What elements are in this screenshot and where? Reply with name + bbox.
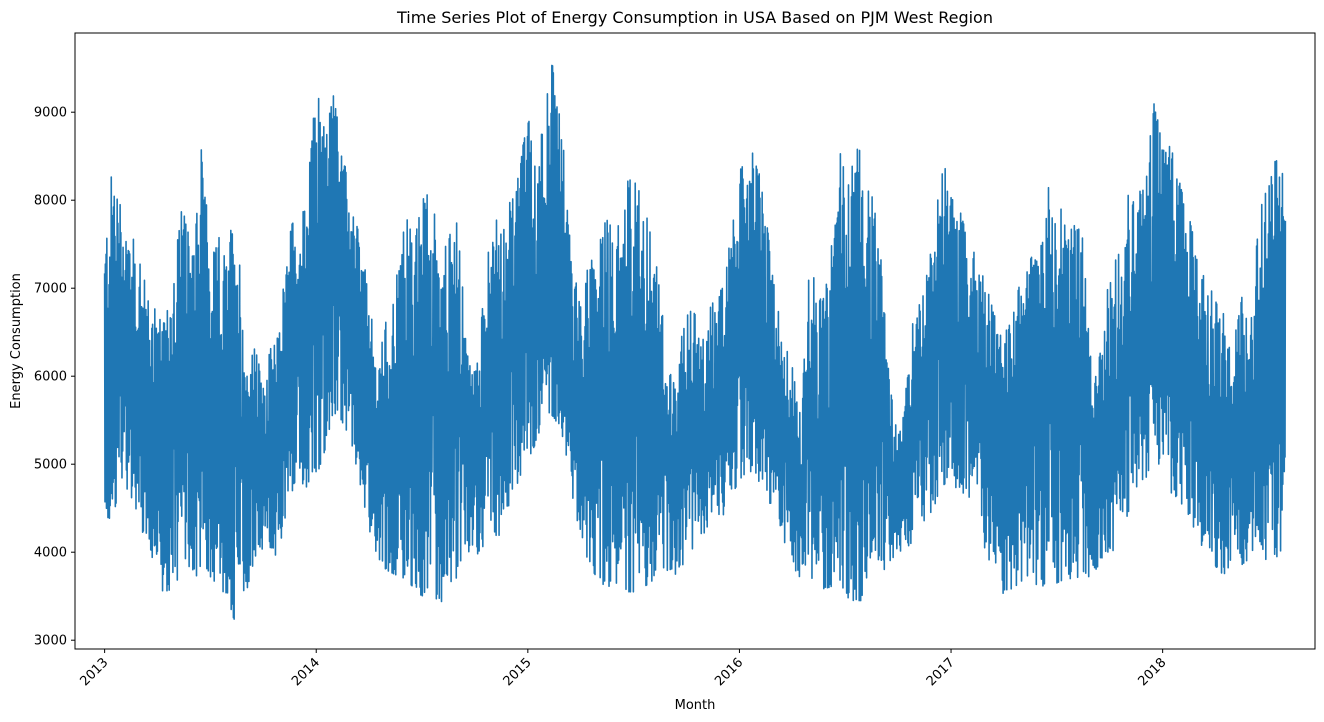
- series-layer: [103, 64, 1287, 620]
- y-tick-label: 7000: [34, 282, 67, 297]
- y-tick-label: 5000: [34, 458, 67, 473]
- y-tick-label: 8000: [34, 194, 67, 209]
- plot-frame: [74, 32, 1316, 650]
- energy-consumption-line: [103, 64, 1287, 620]
- y-tick-label: 9000: [34, 106, 67, 121]
- y-tick-label: 3000: [34, 634, 67, 649]
- y-axis: 3000 4000 5000 6000 7000 8000 9000: [34, 106, 75, 649]
- y-tick-label: 6000: [34, 370, 67, 385]
- y-axis-label: Energy Consumption: [9, 273, 24, 409]
- y-tick-label: 4000: [34, 546, 67, 561]
- x-axis-label: Month: [675, 698, 716, 713]
- chart-title: Time Series Plot of Energy Consumption i…: [396, 8, 993, 27]
